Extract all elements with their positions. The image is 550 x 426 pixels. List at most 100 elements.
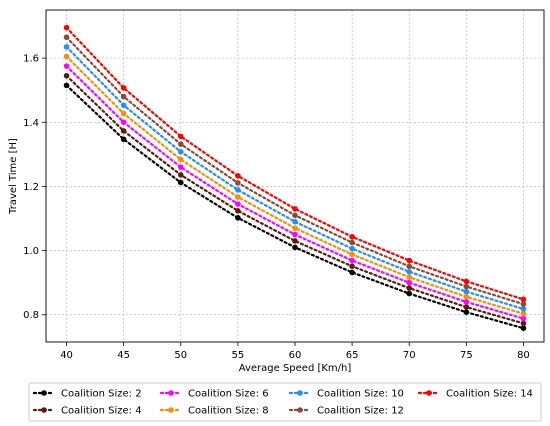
legend-marker-4 bbox=[297, 390, 303, 396]
data-point-4 bbox=[349, 245, 355, 252]
data-point-2 bbox=[63, 63, 70, 69]
data-point-3 bbox=[63, 53, 70, 60]
legend-marker-3 bbox=[168, 407, 174, 413]
x-axis: 40 45 50 55 60 65 70 75 80 bbox=[60, 342, 530, 361]
data-point-0 bbox=[406, 290, 413, 297]
y-tick-label: 1.4 bbox=[23, 118, 39, 129]
series-lines bbox=[63, 24, 527, 332]
data-point-5 bbox=[463, 283, 470, 290]
series-line-6 bbox=[65, 26, 525, 301]
data-point-1 bbox=[292, 238, 298, 244]
data-point-4 bbox=[235, 187, 241, 193]
legend-marker-0 bbox=[41, 390, 47, 396]
legend-marker-5 bbox=[297, 407, 303, 413]
data-point-2 bbox=[520, 315, 527, 322]
data-point-0 bbox=[520, 325, 527, 332]
data-point-5 bbox=[177, 141, 184, 147]
x-tick-label: 55 bbox=[232, 350, 245, 361]
y-axis: 0.8 1.0 1.2 1.4 1.6 bbox=[23, 54, 46, 321]
y-tick-label: 1.6 bbox=[23, 54, 39, 65]
legend-marker-2 bbox=[168, 390, 174, 396]
y-tick-label: 1.0 bbox=[23, 246, 39, 257]
x-tick-label: 45 bbox=[117, 350, 130, 361]
data-point-1 bbox=[406, 285, 413, 291]
legend-label-0: Coalition Size: 2 bbox=[61, 389, 142, 400]
data-point-2 bbox=[235, 201, 241, 207]
data-point-0 bbox=[177, 179, 184, 186]
data-point-5 bbox=[349, 239, 355, 246]
series-line-2 bbox=[65, 65, 525, 320]
data-point-1 bbox=[463, 304, 470, 310]
x-tick-label: 60 bbox=[289, 350, 302, 361]
x-tick-label: 50 bbox=[174, 350, 187, 361]
x-tick-label: 75 bbox=[460, 350, 473, 361]
data-point-3 bbox=[235, 194, 241, 200]
data-point-0 bbox=[63, 82, 70, 89]
data-point-6 bbox=[520, 296, 527, 303]
data-point-6 bbox=[120, 85, 127, 91]
data-point-4 bbox=[292, 218, 298, 225]
x-tick-label: 65 bbox=[346, 350, 359, 361]
x-axis-label: Average Speed [Km/h] bbox=[239, 363, 352, 374]
data-point-6 bbox=[406, 257, 413, 264]
data-point-3 bbox=[292, 225, 298, 231]
legend-label-6: Coalition Size: 14 bbox=[446, 389, 533, 400]
data-point-5 bbox=[120, 93, 127, 100]
data-point-0 bbox=[120, 136, 127, 143]
data-point-5 bbox=[292, 212, 298, 219]
legend-marker-1 bbox=[41, 407, 47, 413]
y-axis-label: Travel Time [H] bbox=[8, 138, 19, 215]
data-point-3 bbox=[349, 251, 355, 258]
data-point-1 bbox=[120, 128, 127, 134]
data-point-1 bbox=[63, 72, 70, 79]
data-point-2 bbox=[349, 257, 355, 264]
data-point-6 bbox=[463, 278, 470, 285]
series-line-1 bbox=[65, 74, 525, 325]
data-point-5 bbox=[520, 301, 527, 307]
data-point-4 bbox=[177, 148, 184, 155]
y-tick-label: 1.2 bbox=[23, 182, 39, 193]
data-point-3 bbox=[520, 310, 527, 317]
data-point-6 bbox=[292, 206, 298, 212]
data-point-2 bbox=[463, 299, 470, 305]
data-point-0 bbox=[463, 309, 470, 315]
data-point-4 bbox=[63, 44, 70, 50]
data-point-6 bbox=[235, 173, 241, 179]
y-tick-label: 0.8 bbox=[23, 310, 39, 321]
data-point-6 bbox=[177, 133, 184, 140]
data-point-4 bbox=[463, 288, 470, 295]
data-point-2 bbox=[292, 231, 298, 238]
data-point-6 bbox=[63, 24, 70, 31]
x-tick-label: 80 bbox=[517, 350, 530, 361]
data-point-0 bbox=[235, 215, 241, 221]
data-point-3 bbox=[120, 110, 127, 117]
data-point-1 bbox=[235, 208, 241, 214]
data-point-1 bbox=[520, 320, 527, 327]
data-point-3 bbox=[406, 274, 413, 281]
data-point-4 bbox=[520, 306, 527, 312]
data-point-5 bbox=[235, 180, 241, 186]
x-tick-label: 70 bbox=[403, 350, 416, 361]
data-point-0 bbox=[292, 244, 298, 251]
legend-label-2: Coalition Size: 6 bbox=[188, 389, 269, 400]
data-point-6 bbox=[349, 233, 355, 240]
legend-label-3: Coalition Size: 8 bbox=[188, 406, 269, 417]
data-point-5 bbox=[406, 263, 413, 270]
x-tick-label: 40 bbox=[60, 350, 73, 361]
data-point-4 bbox=[406, 268, 413, 275]
data-point-4 bbox=[120, 102, 127, 109]
legend-marker-6 bbox=[426, 390, 432, 396]
data-point-1 bbox=[177, 172, 184, 178]
legend: Coalition Size: 2 Coalition Size: 4 Coalit… bbox=[28, 382, 542, 422]
data-point-2 bbox=[177, 164, 184, 170]
data-point-2 bbox=[406, 279, 413, 286]
data-point-3 bbox=[463, 293, 470, 300]
data-point-0 bbox=[349, 269, 355, 276]
data-point-1 bbox=[349, 263, 355, 270]
data-point-2 bbox=[120, 119, 127, 126]
legend-label-1: Coalition Size: 4 bbox=[61, 406, 142, 417]
data-point-5 bbox=[63, 34, 70, 41]
legend-label-5: Coalition Size: 12 bbox=[317, 406, 404, 417]
data-point-3 bbox=[177, 156, 184, 163]
